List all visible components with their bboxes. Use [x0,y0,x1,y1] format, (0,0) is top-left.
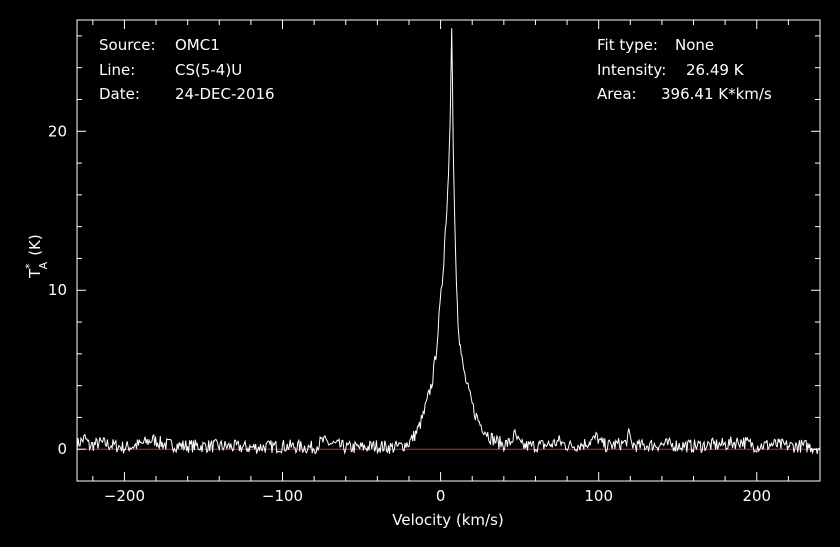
y-axis-title-sub: A [37,261,50,269]
source-value: OMC1 [175,36,220,54]
x-tick-label: 200 [742,487,771,505]
y-tick-label: 10 [48,281,67,299]
x-tick-label: 0 [436,487,446,505]
date-value: 24-DEC-2016 [175,85,275,103]
svg-text:T*A(K): T*A (K) [23,234,50,279]
y-axis-title-unit: (K) [26,234,44,256]
plot-frame [76,19,821,482]
y-tick-label: 20 [48,122,67,140]
intensity-label: Intensity: [597,61,666,79]
fit-type-label: Fit type: [597,36,658,54]
x-axis-title: Velocity (km/s) [392,511,503,529]
line-value: CS(5-4)U [175,61,242,79]
y-axis-title-sup: * [23,263,36,269]
y-axis-title: T*A (K) [23,234,50,279]
y-axis-title-main: T [26,268,44,279]
date-label: Date: [99,85,140,103]
line-label: Line: [99,61,135,79]
y-tick-label: 0 [57,440,67,458]
source-label: Source: [99,36,156,54]
spectrum-line [76,28,821,455]
x-tick-label: −200 [104,487,145,505]
x-tick-label: 100 [584,487,613,505]
area-label: Area: [597,85,637,103]
x-tick-label: −100 [262,487,303,505]
intensity-value: 26.49 K [686,61,745,79]
area-value: 396.41 K*km/s [661,85,772,103]
fit-type-value: None [675,36,714,54]
